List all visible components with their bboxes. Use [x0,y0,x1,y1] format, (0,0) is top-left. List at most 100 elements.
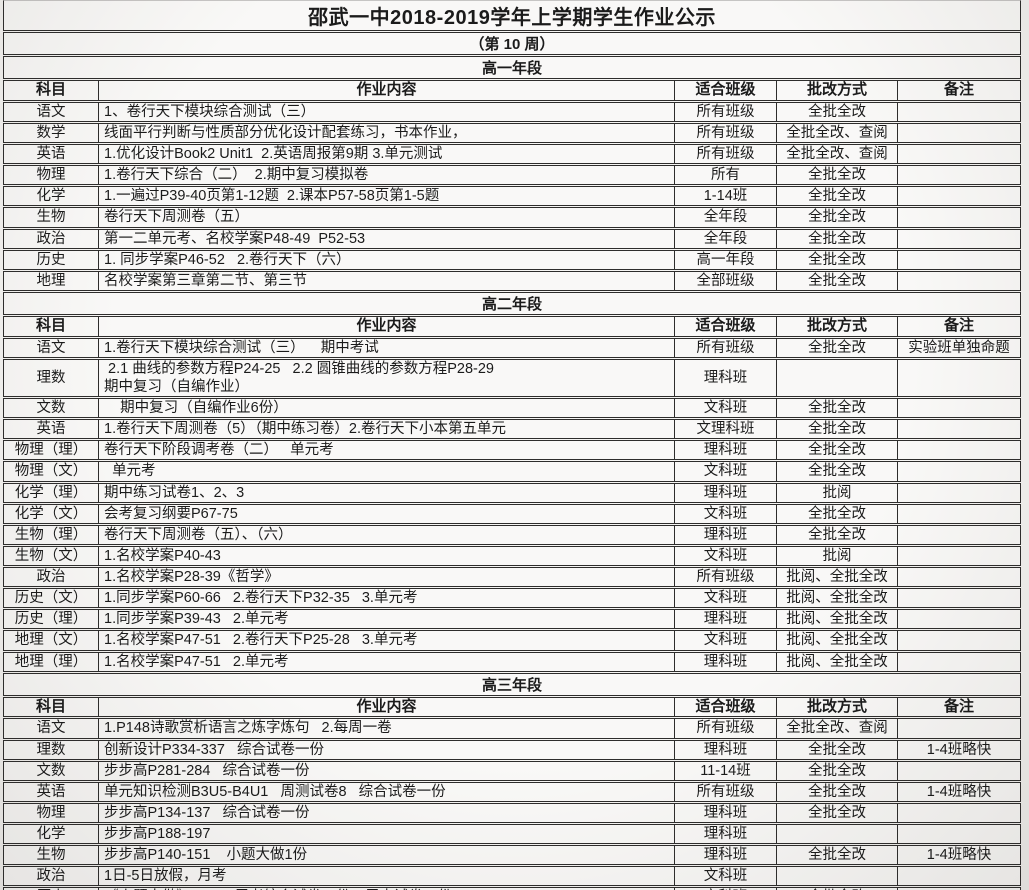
cell-subject: 物理（理） [4,441,99,460]
cell-method: 全批全改 [777,187,898,206]
cell-method: 批阅、全批全改 [777,568,898,587]
cell-subject: 语文 [4,338,99,357]
cell-remark [898,610,1020,628]
cell-subject: 物理（文） [4,462,99,481]
cell-subject: 历史（理） [4,610,99,629]
cell-method: 全批全改 [777,441,898,460]
cell-subject: 英语 [4,782,99,801]
cell-remark: 1-4班略快 [926,741,992,758]
column-header: 备注 [943,697,974,715]
cell-subject: 化学 [4,187,99,206]
cell-content: 步步高P134-137 综合试卷一份 [99,803,675,822]
cell-subject: 理数 [4,740,99,759]
cell-classes: 理科班 [675,483,777,502]
cell-method: 全批全改 [777,229,898,248]
cell-remark [898,825,1020,843]
table-row: 历史（理） 1.同步学案P39-43 2.单元考 理科班 批阅、全批全改 [3,609,1021,630]
cell-subject: 地理（理） [4,652,99,671]
cell-subject: 地理（文） [4,631,99,650]
column-header: 作业内容 [99,316,675,336]
column-header: 备注 [943,316,974,334]
cell-classes: 理科班 [675,359,777,396]
cell-classes: 理科班 [675,652,777,671]
table-row: 物理（理） 卷行天下阶段调考卷（二） 单元考 理科班 全批全改 [3,440,1021,461]
cell-subject: 化学 [4,825,99,844]
section-label: 高三年段 [3,672,1021,696]
column-header: 批改方式 [777,316,898,336]
cell-method: 批阅 [777,546,898,565]
cell-subject: 语文 [4,102,99,121]
table-row: 历史（文） 1.同步学案P60-66 2.卷行天下P32-35 3.单元考 文科班批… [3,588,1021,609]
cell-subject: 化学（理） [4,483,99,502]
cell-method: 全批全改、查阅 [777,719,898,738]
cell-classes: 文科班 [675,546,777,565]
column-header: 备注 [943,81,974,98]
cell-classes: 理科班 [675,803,777,822]
cell-classes: 文科班 [675,867,777,886]
table-row: 生物 卷行天下周测卷（五） 全年段 全批全改 [3,207,1021,228]
cell-method: 全批全改 [777,525,898,544]
cell-remark [898,230,1020,248]
cell-remark [898,547,1020,565]
cell-method: 批阅、全批全改 [777,610,898,629]
table-row: 文数 步步高P281-284 综合试卷一份 11-14班 全批全改 [3,760,1021,781]
week-row: （第 10 周） [3,32,1021,55]
title-row: 邵武一中2018-2019学年上学期学生作业公示 [3,0,1021,31]
column-header: 科目 [4,697,99,717]
cell-content: 1.卷行天下周测卷（5）（期中练习卷）2.卷行天下小本第五单元 [99,420,675,439]
cell-content: 卷行天下周测卷（五） [99,208,675,227]
cell-content: 1.卷行天下综合（二） 2.期中复习模拟卷 [99,166,675,185]
cell-method: 全批全改 [777,271,898,290]
cell-classes: 全年段 [675,229,777,248]
cell-remark: 1-4班略快 [926,783,992,800]
cell-method: 全批全改 [777,761,898,780]
cell-subject: 政治 [4,229,99,248]
cell-content: 步步高P188-197 [99,825,675,844]
cell-method: 全批全改 [777,420,898,439]
section-label: 高二年段 [3,291,1021,315]
cell-remark [898,360,1020,396]
cell-content: 期中复习（自编作业6份） [99,399,675,418]
cell-method: 批阅 [777,483,898,502]
cell-content: 1.名校学案P47-51 2.单元考 [99,652,675,671]
cell-classes: 所有 [675,166,777,185]
cell-remark [898,867,1020,885]
column-header: 批改方式 [777,81,898,100]
column-header: 适合班级 [675,81,777,100]
cell-remark [898,187,1020,205]
cell-classes: 所有班级 [675,568,777,587]
cell-content: 第一二单元考、名校学案P48-49 P52-53 [99,229,675,248]
column-header-row: 科目 作业内容 适合班级 批改方式 备注 [3,696,1021,718]
section-label: 高一年段 [3,56,1021,79]
table-row: 地理（文） 1.名校学案P47-51 2.卷行天下P25-28 3.单元考 文科班批… [3,630,1021,651]
cell-classes: 理科班 [675,525,777,544]
cell-subject: 历史 [4,250,99,269]
cell-remark [898,804,1020,822]
cell-remark [898,568,1020,586]
cell-method: 全批全改 [777,782,898,801]
cell-remark [898,124,1020,142]
cell-content: 1.优化设计Book2 Unit1 2.英语周报第9期 3.单元测试 [99,145,675,164]
cell-method [777,825,898,844]
cell-classes: 11-14班 [675,761,777,780]
table-row: 化学（文） 会考复习纲要P67-75 文科班 全批全改 [3,503,1021,524]
cell-content: 1.同步学案P60-66 2.卷行天下P32-35 3.单元考 [99,589,675,608]
cell-content: 1.同步学案P39-43 2.单元考 [99,610,675,629]
cell-content: 1、卷行天下模块综合测试（三） [99,102,675,121]
cell-classes: 理科班 [675,825,777,844]
column-header-row: 科目 作业内容 适合班级 批改方式 备注 [3,80,1021,101]
cell-remark [898,589,1020,607]
cell-content: 2.1 曲线的参数方程P24-25 2.2 圆锥曲线的参数方程P28-29 期中… [99,359,675,396]
cell-classes: 所有班级 [675,719,777,738]
table-row: 政治 1日-5日放假，月考 文科班 [3,866,1021,887]
column-header: 科目 [4,81,99,100]
cell-method [777,359,898,396]
table-row: 政治 1.名校学案P28-39《哲学》 所有班级 批阅、全批全改 [3,567,1021,588]
cell-remark [898,272,1020,290]
cell-method: 全批全改 [777,504,898,523]
cell-subject: 语文 [4,719,99,738]
table-row: 物理 步步高P134-137 综合试卷一份 理科班 全批全改 [3,802,1021,823]
cell-content: 创新设计P334-337 综合试卷一份 [99,740,675,759]
table-row: 化学 1.一遍过P39-40页第1-12题 2.课本P57-58页第1-5题 1-1… [3,186,1021,207]
